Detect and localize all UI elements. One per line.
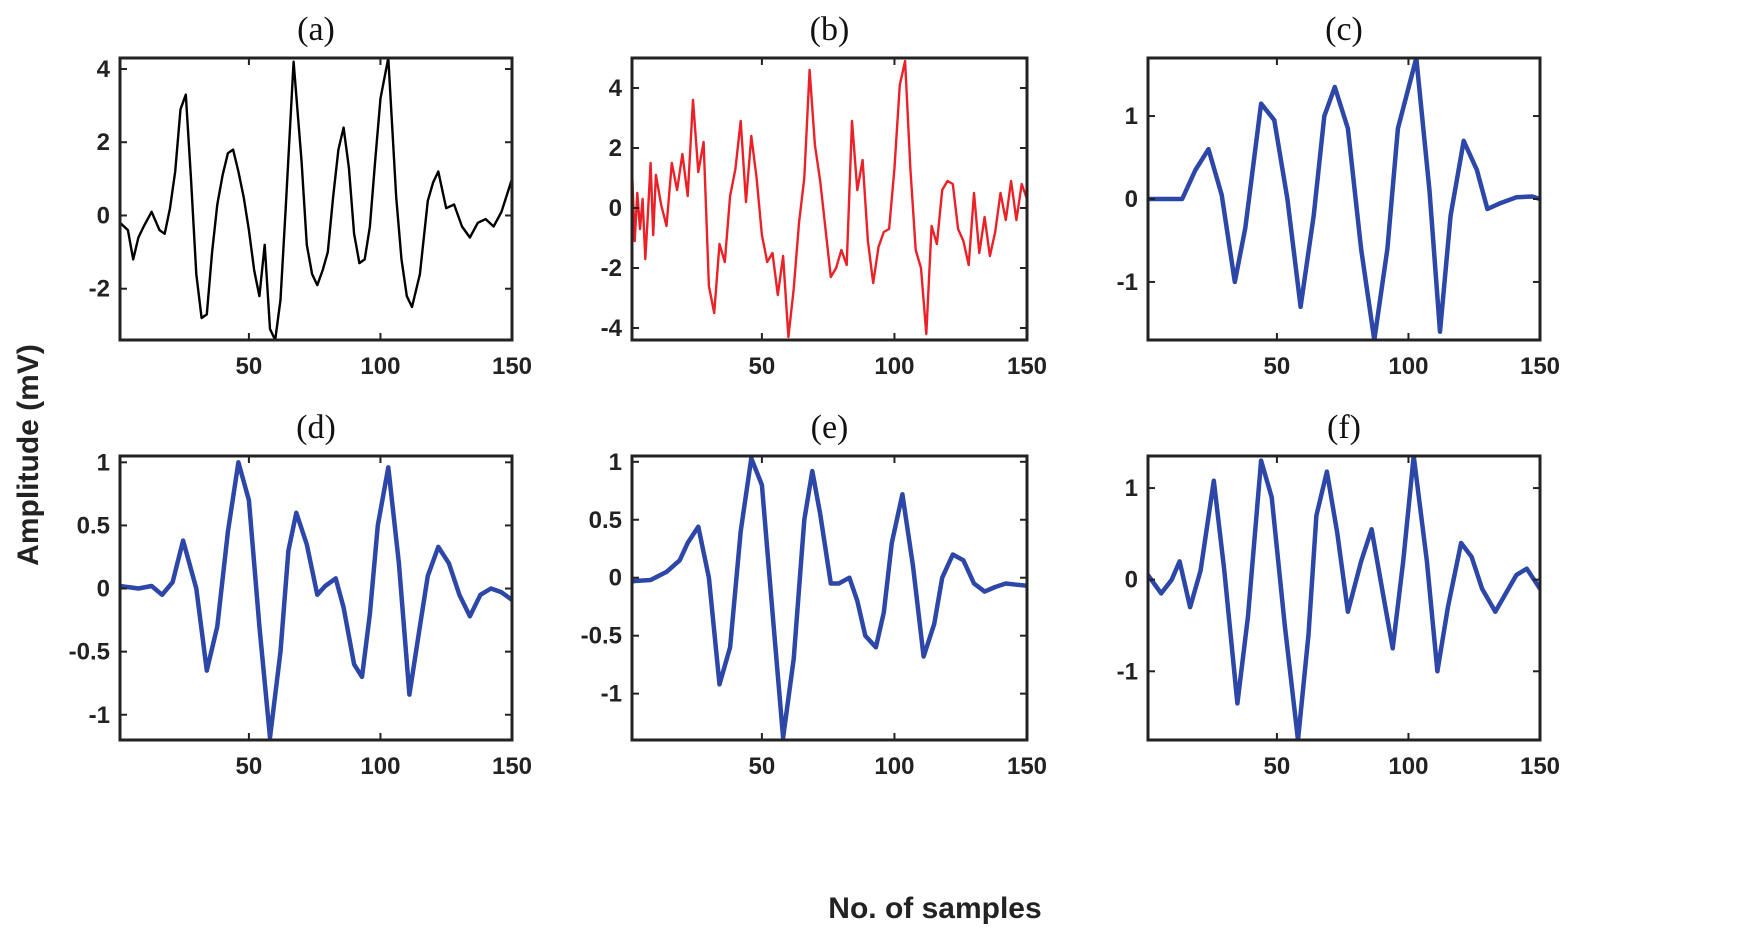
y-tick-label: 2 xyxy=(97,129,110,156)
axes-frame xyxy=(630,56,1029,342)
panel-a: (a) 50 100 150 -2 0 2 4 xyxy=(89,11,532,380)
y-tick-label: 1 xyxy=(609,449,622,476)
y-tick-label: 0 xyxy=(1125,567,1138,594)
y-tick-label: 0 xyxy=(1125,186,1138,213)
y-tick-label: -1 xyxy=(601,681,622,708)
panel-title: (d) xyxy=(296,409,336,446)
x-tick-label: 50 xyxy=(236,753,263,780)
axes-frame xyxy=(118,56,514,342)
panel-e: (e) 50 100 150 -1 -0.5 0 0.5 1 xyxy=(581,409,1047,780)
y-axis-label: Amplitude (mV) xyxy=(12,344,45,566)
y-tick-label: 4 xyxy=(97,56,111,83)
y-tick-label: -1 xyxy=(1117,658,1138,685)
x-tick-label: 100 xyxy=(1388,353,1428,380)
x-tick-label: 100 xyxy=(874,753,914,780)
x-tick-label: 50 xyxy=(1264,753,1291,780)
x-tick-label: 100 xyxy=(1388,753,1428,780)
x-tick-label: 50 xyxy=(749,753,776,780)
series-line xyxy=(632,59,1027,339)
y-tick-label: 0 xyxy=(609,565,622,592)
panel-title: (b) xyxy=(810,11,850,48)
y-tick-label: 0 xyxy=(609,195,622,222)
series-line xyxy=(1148,456,1540,740)
x-axis-label: No. of samples xyxy=(828,892,1041,925)
y-tick-label: -0.5 xyxy=(581,623,622,650)
panel-title: (c) xyxy=(1325,11,1363,48)
y-tick-label: 1 xyxy=(97,449,110,476)
x-tick-label: 150 xyxy=(1007,353,1047,380)
y-tick-label: -2 xyxy=(601,255,622,282)
y-tick-label: -1 xyxy=(89,702,110,729)
y-tick-label: -4 xyxy=(601,315,623,342)
y-tick-label: 1 xyxy=(1125,103,1138,130)
y-tick-label: 0 xyxy=(97,576,110,603)
series-line xyxy=(632,456,1027,740)
series-line xyxy=(1148,58,1540,340)
series-line xyxy=(120,460,512,740)
axes-frame xyxy=(118,454,514,742)
y-tick-label: -1 xyxy=(1117,269,1138,296)
y-tick-label: -2 xyxy=(89,276,110,303)
y-tick-label: -0.5 xyxy=(69,639,110,666)
x-tick-label: 150 xyxy=(1520,353,1560,380)
axes-frame xyxy=(1146,454,1542,742)
y-tick-label: 0.5 xyxy=(77,512,110,539)
x-tick-label: 100 xyxy=(360,753,400,780)
panel-f: (f) 50 100 150 -1 0 1 xyxy=(1117,409,1560,780)
panel-title: (e) xyxy=(811,409,849,446)
axes-frame xyxy=(1146,56,1542,342)
y-tick-label: 4 xyxy=(609,75,623,102)
x-tick-label: 150 xyxy=(492,353,532,380)
panel-title: (f) xyxy=(1327,409,1361,446)
y-tick-label: 2 xyxy=(609,135,622,162)
y-tick-label: 1 xyxy=(1125,475,1138,502)
panel-c: (c) 50 100 150 -1 0 1 xyxy=(1117,11,1560,380)
x-tick-label: 100 xyxy=(874,353,914,380)
x-tick-label: 150 xyxy=(492,753,532,780)
x-tick-label: 150 xyxy=(1520,753,1560,780)
y-tick-label: 0.5 xyxy=(589,507,622,534)
panel-title: (a) xyxy=(297,11,335,48)
series-line xyxy=(120,58,512,340)
axes-frame xyxy=(630,454,1029,742)
x-tick-label: 100 xyxy=(360,353,400,380)
x-tick-label: 50 xyxy=(236,353,263,380)
x-tick-label: 150 xyxy=(1007,753,1047,780)
panel-b: (b) 50 100 150 -4 -2 0 2 4 xyxy=(601,11,1047,380)
panel-d: (d) 50 100 150 -1 -0.5 0 0.5 1 xyxy=(69,409,532,780)
x-tick-label: 50 xyxy=(1264,353,1291,380)
x-tick-label: 50 xyxy=(749,353,776,380)
y-tick-label: 0 xyxy=(97,202,110,229)
